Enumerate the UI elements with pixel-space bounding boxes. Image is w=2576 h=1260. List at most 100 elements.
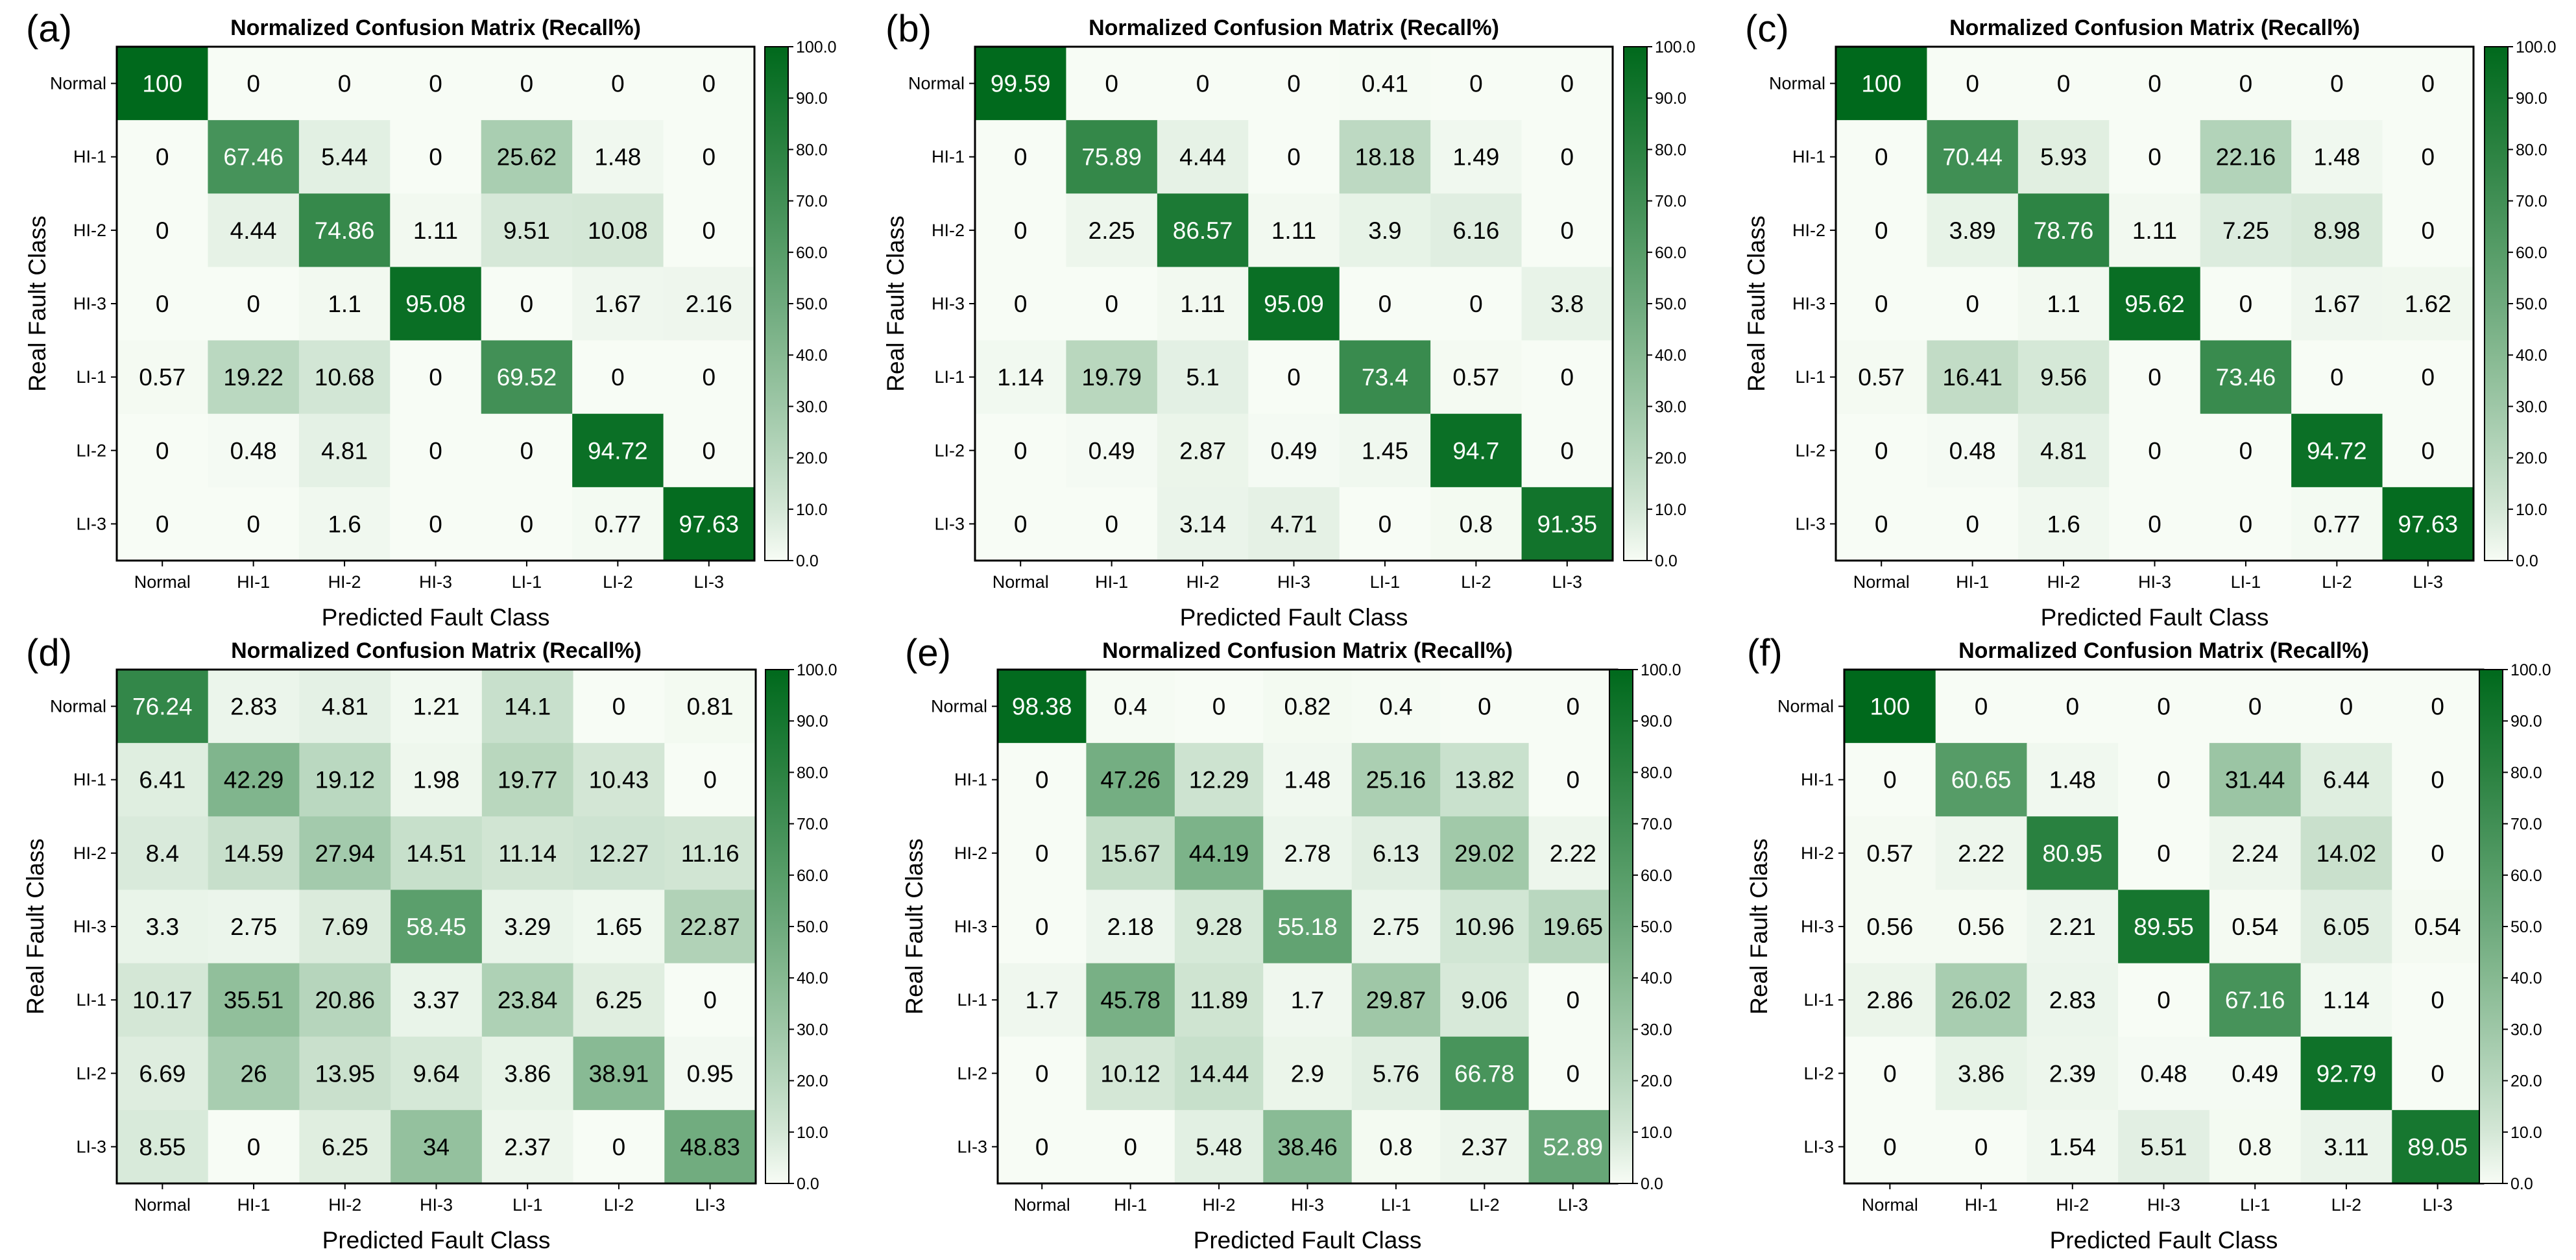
y-tick-label: LI-2 (934, 441, 965, 460)
x-tick-label: LI-1 (512, 1195, 543, 1215)
heatmap-cell (1927, 47, 2019, 121)
cell-value-label: 95.08 (405, 291, 466, 317)
heatmap-cell (299, 890, 391, 964)
cell-value-label: 22.87 (680, 914, 740, 940)
cell-value-label: 10.12 (1100, 1060, 1161, 1087)
heatmap-cell (117, 487, 208, 561)
cell-value-label: 0 (1883, 767, 1897, 794)
cell-value-label: 2.18 (1107, 914, 1154, 940)
colorbar-tick-label: 90.0 (2510, 712, 2542, 731)
heatmap-cell (1935, 1109, 2027, 1184)
cell-value-label: 0 (429, 511, 442, 537)
cell-value-label: 0 (1105, 511, 1118, 537)
heatmap-cell (390, 340, 482, 415)
heatmap-cell (1263, 670, 1353, 744)
cell-value-label: 0 (1566, 694, 1580, 720)
heatmap-cell (1521, 413, 1613, 488)
heatmap-cell (117, 1036, 209, 1111)
heatmap-cell (1440, 1036, 1530, 1111)
colorbar-tick-label: 80.0 (1641, 764, 1672, 782)
cell-value-label: 19.77 (498, 767, 558, 794)
cell-value-label: 25.62 (497, 144, 557, 171)
panel-label: (e) (905, 632, 951, 674)
cell-value-label: 0 (2148, 364, 2161, 391)
heatmap-cell (2382, 413, 2474, 488)
colorbar-tick-label: 90.0 (1641, 712, 1672, 731)
cell-value-label: 5.51 (2140, 1133, 2187, 1160)
cell-value-label: 7.25 (2222, 217, 2269, 244)
heatmap-cell (2017, 340, 2110, 415)
y-tick-label: HI-2 (932, 221, 965, 240)
cell-value-label: 9.06 (1461, 987, 1508, 1013)
x-tick-label: LI-1 (512, 572, 542, 592)
colorbar (1609, 669, 1633, 1184)
cell-value-label: 2.75 (230, 914, 277, 940)
cell-value-label: 19.65 (1543, 914, 1603, 940)
colorbar-tick-label: 50.0 (1655, 295, 1687, 313)
colorbar-tick-label: 70.0 (797, 816, 828, 834)
cell-value-label: 94.72 (588, 437, 648, 464)
heatmap-cell (1351, 890, 1441, 964)
y-tick-label: Normal (908, 74, 965, 93)
heatmap-cell (1174, 890, 1264, 964)
heatmap-cell (1844, 1109, 1936, 1184)
heatmap-cell (975, 193, 1066, 267)
heatmap-cell (2392, 743, 2484, 817)
y-tick-label: HI-2 (73, 843, 106, 863)
cell-value-label: 0 (1035, 914, 1049, 940)
heatmap-cell (208, 816, 300, 890)
cell-value-label: 0.57 (1452, 364, 1499, 391)
heatmap-cell (1086, 890, 1175, 964)
heatmap-cell (1157, 47, 1249, 121)
cell-value-label: 0 (2239, 291, 2253, 317)
heatmap-cell (663, 267, 755, 341)
heatmap-cell (998, 1109, 1087, 1184)
colorbar-tick-label: 90.0 (2516, 90, 2547, 108)
heatmap-cell (299, 963, 391, 1037)
x-tick-label: LI-1 (1370, 572, 1401, 592)
heatmap-cell (2017, 413, 2110, 488)
heatmap-cell (572, 340, 664, 415)
heatmap-cell (299, 1036, 391, 1111)
heatmap-cell (573, 1036, 665, 1111)
cell-value-label: 0 (702, 437, 716, 464)
heatmap-cell (1927, 267, 2019, 341)
cell-value-label: 0 (702, 71, 716, 97)
y-tick-label: HI-3 (932, 294, 965, 313)
cell-value-label: 0 (2157, 987, 2171, 1013)
cell-value-label: 0.8 (1460, 511, 1493, 537)
cell-value-label: 0 (1196, 71, 1210, 97)
cell-value-label: 1.67 (594, 291, 641, 317)
y-tick-label: Normal (50, 697, 106, 716)
heatmap-cell (1066, 47, 1158, 121)
cell-value-label: 1.48 (1284, 767, 1330, 794)
x-tick-label: LI-2 (1469, 1195, 1500, 1215)
cell-value-label: 95.09 (1264, 291, 1324, 317)
colorbar-tick-label: 60.0 (796, 244, 828, 262)
y-axis-label: Real Fault Class (882, 215, 909, 391)
heatmap-cell (2027, 1109, 2119, 1184)
cell-value-label: 55.18 (1277, 914, 1338, 940)
heatmap-cell (573, 670, 665, 744)
cell-value-label: 1.11 (413, 217, 458, 244)
heatmap-cell (481, 413, 573, 488)
cell-value-label: 74.86 (315, 217, 375, 244)
x-tick-label: HI-1 (237, 1195, 271, 1215)
cell-value-label: 22.16 (2216, 144, 2276, 171)
colorbar-tick-label: 20.0 (1641, 1072, 1672, 1091)
cell-value-label: 0 (247, 511, 260, 537)
x-tick-label: LI-2 (603, 572, 633, 592)
cell-value-label: 0 (1035, 840, 1049, 867)
cell-value-label: 0 (156, 437, 169, 464)
cell-value-label: 3.9 (1368, 217, 1401, 244)
heatmap-cell (1528, 816, 1618, 890)
heatmap-cell (573, 890, 665, 964)
colorbar-tick-label: 10.0 (796, 501, 828, 519)
heatmap-cell (117, 963, 209, 1037)
cell-value-label: 0.49 (1270, 437, 1317, 464)
x-tick-label: HI-3 (1291, 1195, 1324, 1215)
heatmap-cell (2382, 47, 2474, 121)
heatmap-cell (1351, 1036, 1441, 1111)
colorbar-tick-label: 80.0 (797, 764, 828, 782)
heatmap-cell (663, 47, 755, 121)
